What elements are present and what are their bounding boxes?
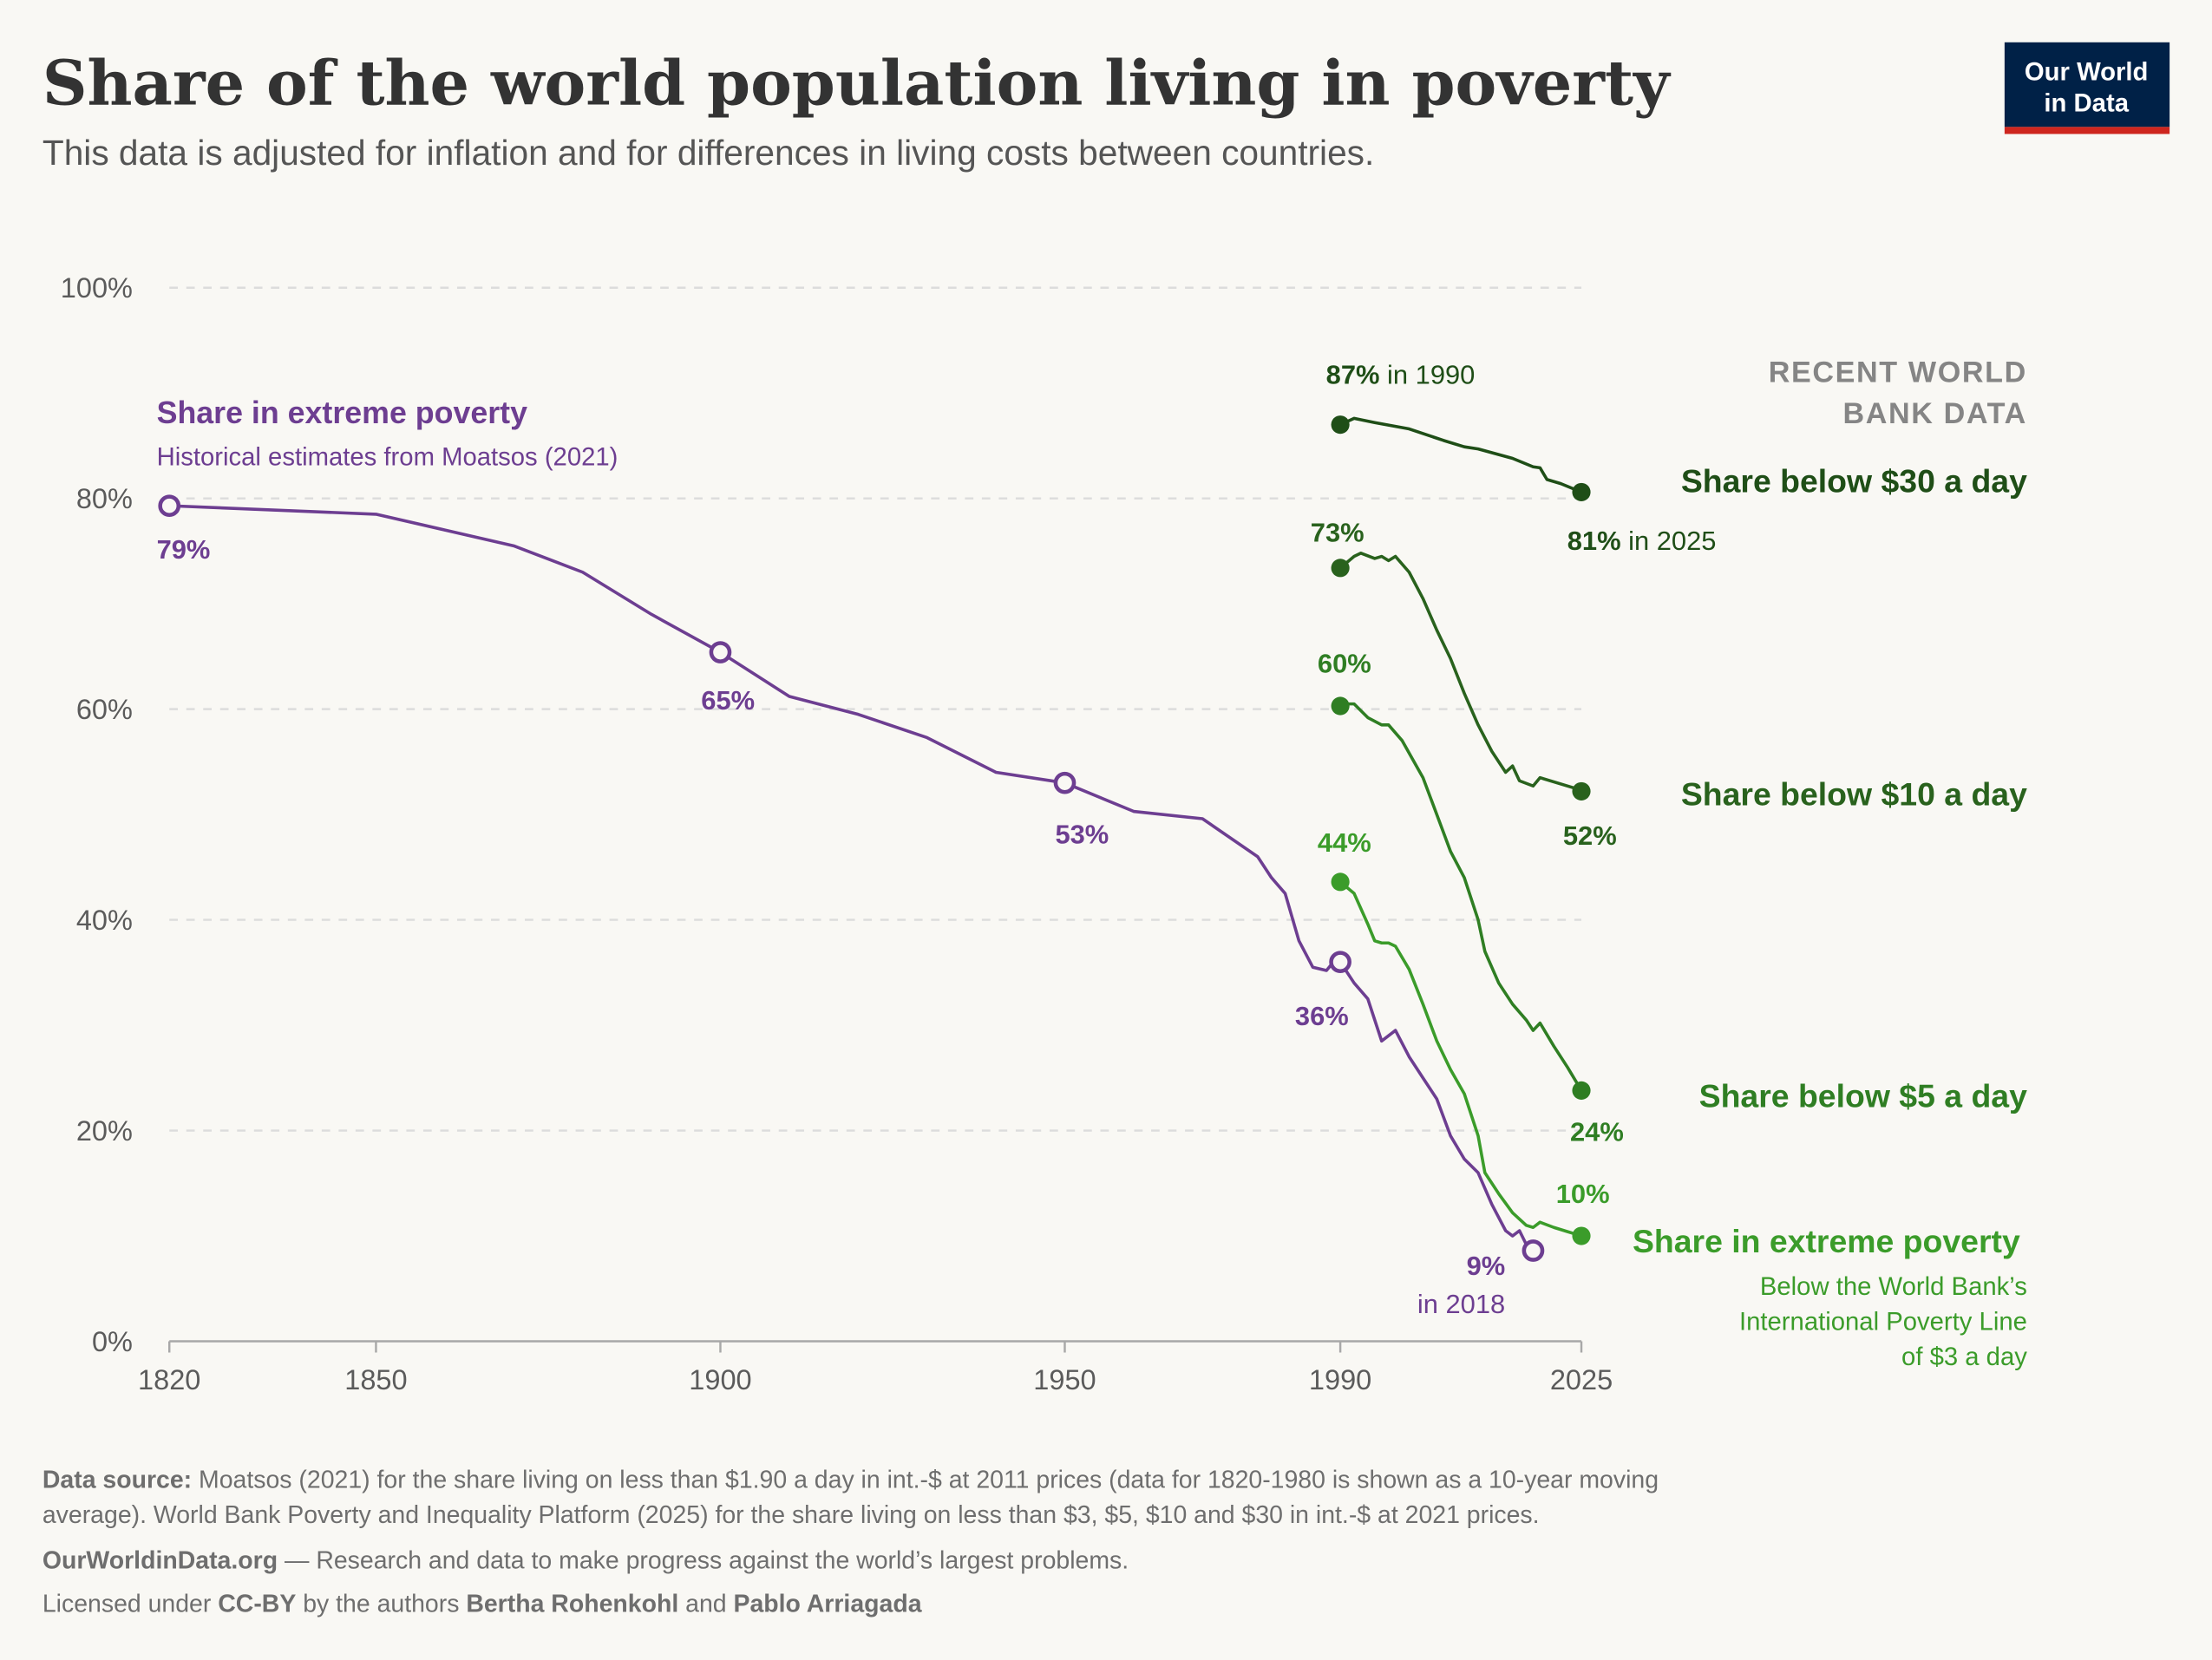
owid-link[interactable]: OurWorldinData.org: [43, 1546, 278, 1574]
data-source-text1: Moatsos (2021) for the share living on l…: [199, 1467, 1659, 1494]
license-mid: by the authors: [296, 1591, 466, 1618]
series-line-below_30: [1339, 416, 1582, 494]
data-source-line1: Data source: Moatsos (2021) for the shar…: [43, 1467, 1659, 1494]
extreme-wb-end-label: 10%: [1556, 1179, 1610, 1209]
extreme-wb-start-label: 44%: [1318, 827, 1371, 858]
below30-end-label: 81% in 2025: [1567, 526, 1717, 556]
author-and: and: [678, 1591, 733, 1618]
author-2: Pablo Arriagada: [733, 1591, 921, 1618]
moatsos-series-name: Share in extreme poverty: [157, 395, 527, 430]
owid-footer-line: OurWorldinData.org — Research and data t…: [43, 1546, 1129, 1574]
series-below_10: [1331, 551, 1591, 801]
chart-subtitle: This data is adjusted for inflation and …: [43, 133, 1374, 173]
extreme-wb-subtitle-1: Below the World Bank’s: [1760, 1273, 2027, 1301]
x-tick-label: 2025: [1550, 1364, 1613, 1395]
moatsos-series-subtitle: Historical estimates from Moatsos (2021): [157, 444, 618, 472]
x-tick-label: 1950: [1033, 1364, 1096, 1395]
x-tick-label: 1820: [138, 1364, 200, 1395]
logo-text-line2: in Data: [2044, 89, 2129, 117]
author-1: Bertha Rohenkohl: [466, 1591, 678, 1618]
license-line: Licensed under CC-BY by the authors Bert…: [43, 1591, 922, 1618]
data-point-1990: [1331, 872, 1350, 892]
label-1950: 53%: [1055, 819, 1109, 849]
data-point-2018: [1522, 1239, 1545, 1262]
series-line-moatsos: [169, 504, 1535, 1252]
extreme-wb-subtitle-2: International Poverty Line: [1739, 1308, 2027, 1336]
section-label-line1: RECENT WORLD: [1769, 356, 2027, 389]
data-point-1990: [1331, 559, 1350, 578]
series-line-extreme_wb: [1338, 880, 1582, 1238]
data-point-1990: [1331, 696, 1350, 716]
below30-end-value: 81%: [1567, 526, 1621, 556]
data-source-label: Data source:: [43, 1467, 192, 1494]
x-axis: 1820 1850 1900 1950 1990 2025: [138, 1340, 1613, 1395]
below30-start-value: 87%: [1326, 359, 1380, 389]
series-extreme_wb: [1331, 872, 1591, 1245]
series-moatsos: [158, 494, 1545, 1262]
logo-text-line1: Our World: [2025, 59, 2149, 87]
x-tick-label: 1900: [689, 1364, 751, 1395]
owid-tagline: — Research and data to make progress aga…: [278, 1546, 1129, 1574]
owid-logo[interactable]: Our World in Data: [2004, 42, 2170, 134]
series-below_30: [1331, 415, 1591, 501]
data-point-1950: [1053, 771, 1077, 794]
below30-series-name: Share below $30 a day: [1681, 463, 2027, 500]
label-1900: 65%: [701, 685, 755, 716]
below5-start-label: 60%: [1318, 649, 1371, 679]
series-line-below_5: [1339, 702, 1583, 1092]
data-point-2025: [1572, 482, 1591, 501]
data-point-2025: [1572, 1226, 1591, 1245]
y-tick-label: 20%: [76, 1115, 133, 1147]
data-point-1820: [158, 494, 181, 518]
series-below_5: [1331, 696, 1591, 1100]
below30-start-suffix: in 1990: [1387, 359, 1475, 389]
logo-accent-bar: [2004, 127, 2170, 134]
label-1990: 36%: [1295, 1001, 1349, 1031]
data-point-2025: [1572, 781, 1591, 801]
series-line-below_10: [1338, 551, 1582, 794]
label-2018-value: 9%: [1467, 1251, 1506, 1281]
license-prefix: Licensed under: [43, 1591, 218, 1618]
label-2018-suffix: in 2018: [1417, 1289, 1505, 1319]
below10-series-name: Share below $10 a day: [1681, 776, 2027, 813]
x-tick-label: 1850: [344, 1364, 407, 1395]
logo-background: [2004, 42, 2170, 127]
label-1820: 79%: [157, 534, 211, 565]
data-point-1990: [1331, 415, 1350, 435]
below30-start-label: 87% in 1990: [1326, 359, 1476, 389]
below30-end-suffix: in 2025: [1628, 526, 1716, 556]
below5-end-label: 24%: [1570, 1117, 1624, 1147]
license-link[interactable]: CC-BY: [218, 1591, 296, 1618]
chart-title: Share of the world population living in …: [43, 46, 1672, 119]
y-tick-label: 0%: [92, 1326, 133, 1357]
below10-end-label: 52%: [1563, 820, 1617, 851]
y-tick-label: 100%: [61, 272, 133, 304]
y-tick-label: 60%: [76, 694, 133, 725]
y-tick-label: 40%: [76, 905, 133, 936]
extreme-wb-series-name: Share in extreme poverty: [1633, 1223, 2020, 1259]
below10-start-label: 73%: [1311, 517, 1365, 547]
extreme-wb-subtitle-3: of $3 a day: [1901, 1343, 2027, 1371]
series-layer: [158, 415, 1591, 1262]
data-point-1990: [1329, 951, 1351, 974]
x-tick-label: 1990: [1309, 1364, 1371, 1395]
below5-series-name: Share below $5 a day: [1699, 1078, 2027, 1114]
y-axis: 0% 20% 40% 60% 80% 100%: [61, 272, 133, 1357]
data-point-1900: [709, 641, 732, 663]
data-source-line2: average). World Bank Poverty and Inequal…: [43, 1501, 1540, 1529]
y-tick-label: 80%: [76, 483, 133, 514]
data-point-2025: [1572, 1081, 1591, 1100]
section-label-line2: BANK DATA: [1842, 397, 2026, 430]
